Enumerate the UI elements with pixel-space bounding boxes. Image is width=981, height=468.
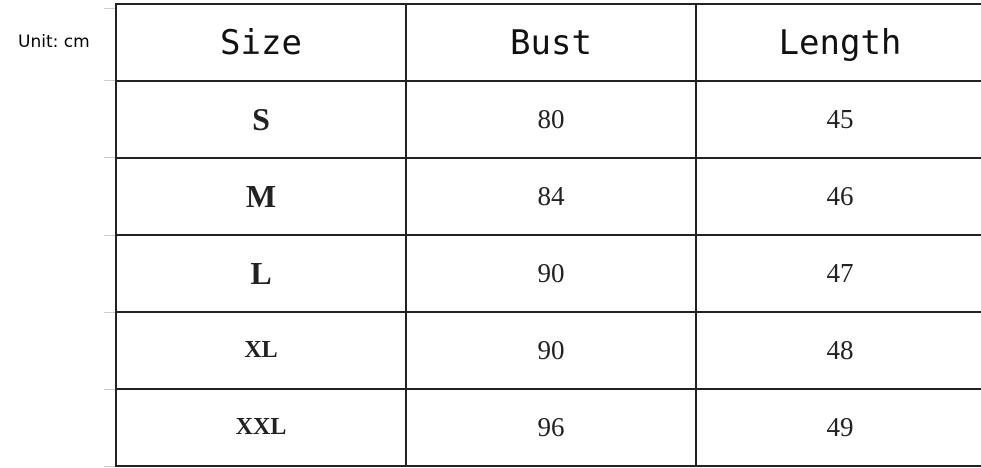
header-length: Length [695,3,981,82]
gridline-tick [104,466,115,467]
size-cell: M [115,157,407,236]
length-cell: 49 [695,388,981,467]
length-cell: 47 [695,234,981,313]
table-row: XL 90 48 [115,311,981,390]
gridline-tick [104,389,115,390]
bust-cell: 90 [405,234,697,313]
table-row: L 90 47 [115,234,981,313]
size-cell: S [115,80,407,159]
gridline-tick [104,80,115,81]
bust-cell: 84 [405,157,697,236]
length-cell: 45 [695,80,981,159]
gridline-tick [104,235,115,236]
header-row: Size Bust Length [115,3,981,82]
size-chart-table: Size Bust Length S 80 45 M 84 46 L 90 47… [115,3,981,467]
gridline-tick [104,312,115,313]
table-row: S 80 45 [115,80,981,159]
gridline-tick [104,8,115,9]
length-cell: 48 [695,311,981,390]
header-bust: Bust [405,3,697,82]
table-row: M 84 46 [115,157,981,236]
bust-cell: 96 [405,388,697,467]
bust-cell: 90 [405,311,697,390]
length-cell: 46 [695,157,981,236]
bust-cell: 80 [405,80,697,159]
size-cell: L [115,234,407,313]
table-row: XXL 96 49 [115,388,981,467]
unit-label: Unit: cm [18,32,90,52]
size-cell: XL [115,311,407,390]
size-cell: XXL [115,388,407,467]
header-size: Size [115,3,407,82]
gridline-tick [104,157,115,158]
